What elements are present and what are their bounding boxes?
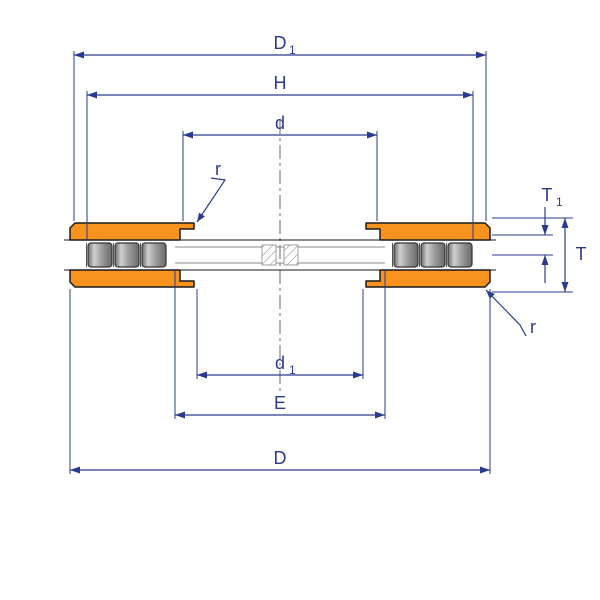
leader-r_bot [486, 290, 526, 336]
svg-text:T: T [576, 244, 587, 264]
svg-text:E: E [274, 393, 286, 413]
svg-text:d: d [275, 353, 285, 373]
svg-text:1: 1 [289, 363, 296, 377]
svg-text:1: 1 [289, 43, 296, 57]
label-r_top: r [215, 159, 221, 179]
svg-text:D: D [274, 448, 287, 468]
svg-text:D: D [274, 33, 287, 53]
svg-text:H: H [274, 73, 287, 93]
svg-text:1: 1 [556, 195, 563, 209]
label-r_bot: r [530, 317, 536, 337]
svg-text:d: d [275, 113, 285, 133]
svg-text:T: T [542, 185, 553, 205]
